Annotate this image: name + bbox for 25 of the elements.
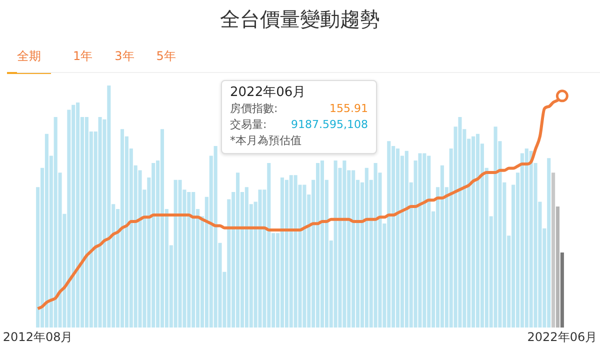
bar	[556, 206, 560, 328]
bar	[160, 129, 164, 328]
text: 1年	[73, 48, 93, 65]
bar	[552, 172, 556, 328]
bar	[258, 190, 262, 328]
bar	[560, 252, 564, 328]
bar	[396, 148, 400, 328]
annotation: *本月為預估值	[230, 133, 302, 149]
annotation: 9187.595,108	[291, 117, 368, 133]
bar	[494, 126, 498, 328]
x-tick-label: 2012年08月	[2, 330, 73, 344]
bar	[476, 134, 480, 328]
bar	[178, 180, 182, 328]
text: 全期	[7, 44, 51, 74]
annotation: 房價指數:	[230, 101, 278, 117]
annotation: 交易量:	[230, 117, 267, 133]
annotation: 155.91	[330, 101, 368, 117]
chart-title: 全台價量變動趨勢	[219, 6, 381, 33]
annotation: 2022年06月	[230, 85, 307, 101]
bar	[458, 116, 462, 328]
text: 5年	[156, 48, 176, 65]
bar	[280, 178, 284, 328]
bar	[418, 153, 422, 328]
text: 3年	[114, 48, 134, 65]
bar	[120, 129, 124, 328]
